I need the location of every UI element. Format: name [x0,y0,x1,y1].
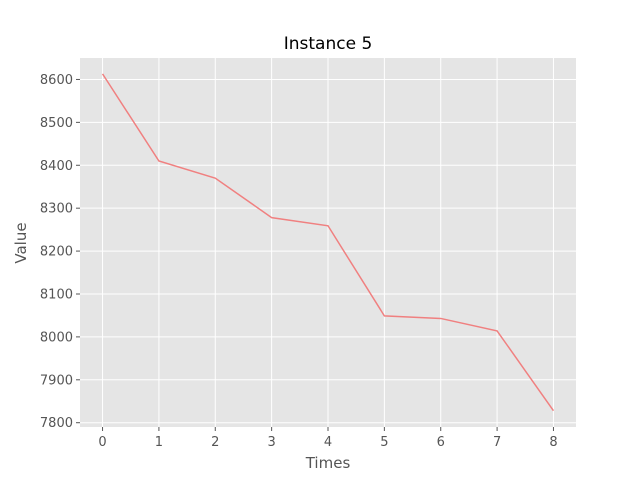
x-tick-label: 0 [98,435,106,450]
x-tick-label: 4 [324,435,332,450]
x-tick-label: 6 [437,435,445,450]
x-axis: 0 1 2 3 4 5 6 7 8 [98,427,558,450]
y-tick-label: 8100 [40,287,73,302]
x-tick-label: 8 [549,435,557,450]
y-tick-label: 8400 [40,159,73,174]
y-axis-label: Value [12,222,30,263]
series-line [101,73,555,412]
y-tick-label: 8600 [40,73,73,88]
chart-title: Instance 5 [284,34,373,54]
y-tick-label: 8500 [40,116,73,131]
x-tick-label: 2 [211,435,219,450]
y-tick-label: 8200 [40,245,73,260]
x-tick-label: 1 [155,435,163,450]
x-tick-label: 7 [493,435,501,450]
x-tick-label: 3 [267,435,275,450]
y-tick-label: 7800 [40,416,73,431]
grid-lines [80,58,576,427]
x-tick-label: 5 [380,435,388,450]
y-tick-label: 8300 [40,202,73,217]
y-tick-label: 8000 [40,330,73,345]
x-axis-label: Times [305,454,351,472]
y-axis: 7800 7900 8000 8100 8200 8300 8400 8500 8600 [40,73,80,431]
y-tick-label: 7900 [40,373,73,388]
